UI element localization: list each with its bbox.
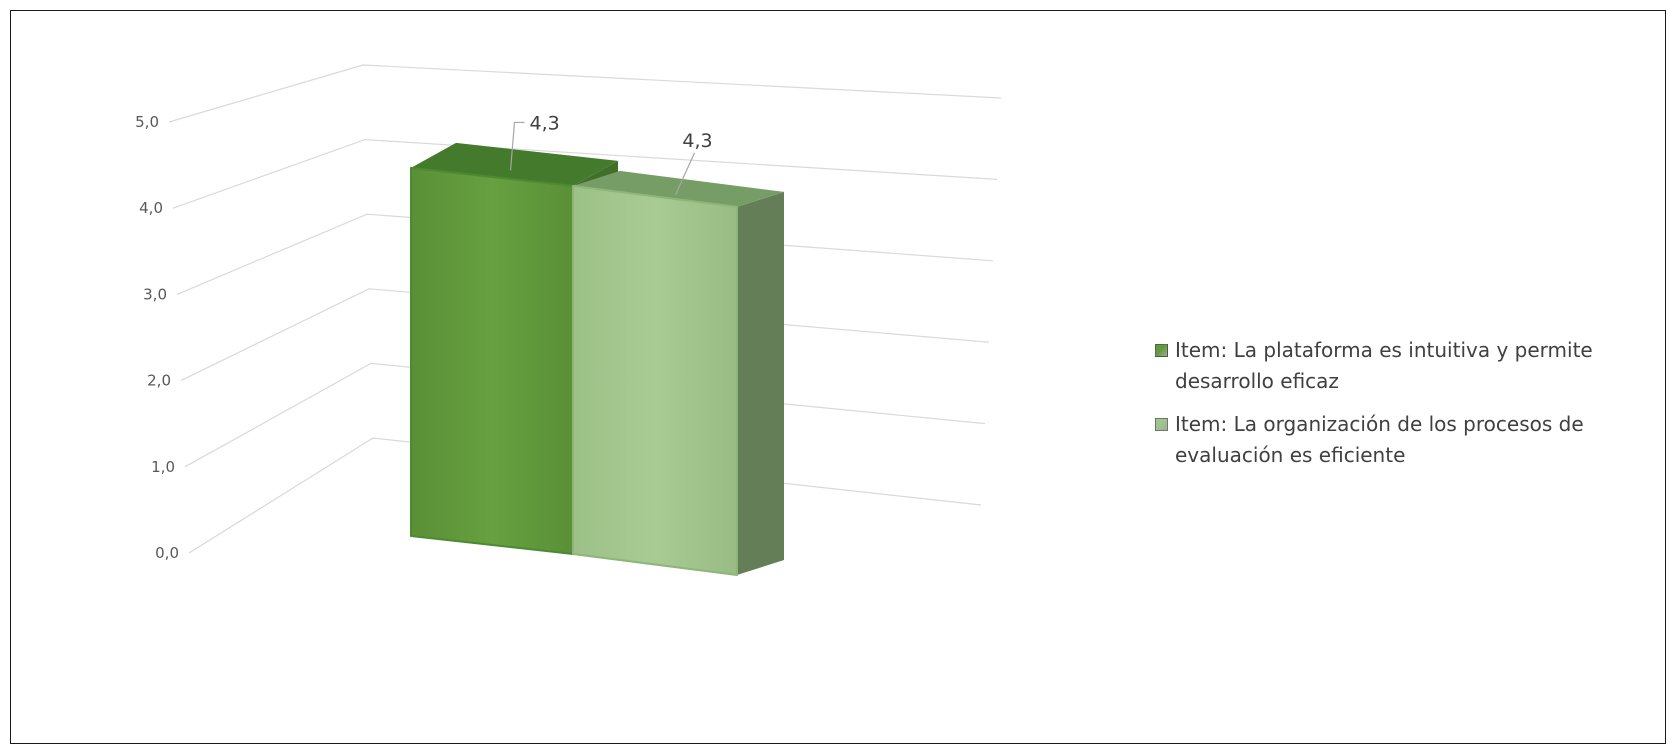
gridline <box>168 64 1002 123</box>
y-tick-label: 1,0 <box>151 458 175 476</box>
legend-item-series-2: Item: La organización de los procesos de… <box>1149 409 1649 471</box>
legend: Item: La plataforma es intuitiva y permi… <box>1149 335 1649 483</box>
y-tick-label: 0,0 <box>155 544 179 562</box>
bar-side-face <box>737 191 784 576</box>
gridline <box>176 213 994 295</box>
y-tick-label: 2,0 <box>147 372 171 390</box>
legend-label-series-1: Item: La plataforma es intuitiva y permi… <box>1175 338 1593 393</box>
bar-series-2 <box>572 170 784 576</box>
y-tick-label: 5,0 <box>135 113 159 131</box>
chart-frame: 0,0 1,0 2,0 3,0 4,0 5,0 4,3 4,3 Item: La plata… <box>10 10 1666 744</box>
gridline <box>172 138 998 209</box>
data-label: 4,3 <box>530 112 560 134</box>
bar-top-face <box>411 142 618 186</box>
chart-plot: 0,0 1,0 2,0 3,0 4,0 5,0 4,3 4,3 <box>135 64 1002 576</box>
legend-swatch-series-1 <box>1155 344 1168 357</box>
bar-front-face <box>572 184 738 576</box>
bar-front-face <box>410 166 574 555</box>
y-tick-label: 4,0 <box>139 199 163 217</box>
legend-label-series-2: Item: La organización de los procesos de… <box>1175 412 1584 467</box>
legend-swatch-series-2 <box>1155 418 1168 431</box>
y-tick-label: 3,0 <box>143 285 167 303</box>
data-label-leader-line <box>674 152 696 196</box>
data-label-leader-line <box>509 121 525 171</box>
legend-item-series-1: Item: La plataforma es intuitiva y permi… <box>1149 335 1649 397</box>
data-label: 4,3 <box>682 130 712 152</box>
